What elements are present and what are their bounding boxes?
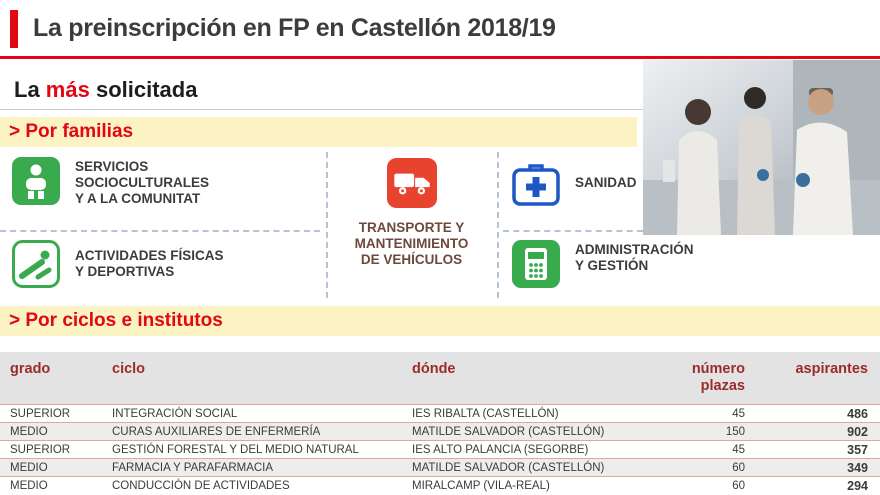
cell-donde: MATILDE SALVADOR (CASTELLÓN) xyxy=(412,425,605,438)
column-header-grado: grado xyxy=(10,361,51,377)
cell-donde: MIRALCAMP (VILA-REAL) xyxy=(412,479,550,492)
truck-icon xyxy=(386,158,437,208)
family-label: SANIDAD xyxy=(575,175,637,190)
person-icon xyxy=(12,157,60,205)
cell-aspirantes: 294 xyxy=(847,478,868,493)
medical-cross-icon xyxy=(512,164,560,206)
column-header-donde: dónde xyxy=(412,361,456,377)
dashed-divider-horizontal xyxy=(503,230,643,232)
cell-ciclo: INTEGRACIÓN SOCIAL xyxy=(112,407,238,420)
gray-divider xyxy=(0,109,643,110)
family-item-sanidad: SANIDAD xyxy=(512,160,637,208)
column-header-aspirantes: aspirantes xyxy=(795,361,868,377)
cell-grado: MEDIO xyxy=(10,461,48,474)
cell-donde: MATILDE SALVADOR (CASTELLÓN) xyxy=(412,461,605,474)
section-header-ciclos: > Por ciclos e institutos xyxy=(0,306,880,336)
subtitle: La más solicitada xyxy=(14,77,197,103)
page-title: La preinscripción en FP en Castellón 201… xyxy=(33,14,556,42)
lab-photo xyxy=(643,60,880,235)
subtitle-suffix: solicitada xyxy=(89,77,198,102)
table-row: SUPERIOR INTEGRACIÓN SOCIAL IES RIBALTA … xyxy=(0,404,880,422)
cell-ciclo: CURAS AUXILIARES DE ENFERMERÍA xyxy=(112,425,321,438)
family-item-actividades: ACTIVIDADES FÍSICAS Y DEPORTIVAS xyxy=(12,240,224,288)
section-familias-label: > Por familias xyxy=(9,121,134,142)
column-header-plazas: número plazas xyxy=(691,361,745,394)
family-item-servicios: SERVICIOS SOCIOCULTURALES Y A LA COMUNIT… xyxy=(12,157,209,207)
family-label: ACTIVIDADES FÍSICAS Y DEPORTIVAS xyxy=(75,248,224,279)
table-row: MEDIO FARMACIA Y PARAFARMACIA MATILDE SA… xyxy=(0,458,880,476)
family-label: TRANSPORTE Y MANTENIMIENTO DE VEHÍCULOS xyxy=(354,220,469,267)
family-item-transporte: TRANSPORTE Y MANTENIMIENTO DE VEHÍCULOS xyxy=(326,158,497,268)
subtitle-highlight: más xyxy=(45,77,90,102)
table-row: MEDIO CURAS AUXILIARES DE ENFERMERÍA MAT… xyxy=(0,422,880,440)
red-accent-bar xyxy=(10,10,18,48)
section-header-familias: > Por familias xyxy=(0,117,637,147)
cell-donde: IES RIBALTA (CASTELLÓN) xyxy=(412,407,559,420)
cell-aspirantes: 357 xyxy=(847,442,868,457)
cell-plazas: 150 xyxy=(725,425,745,438)
column-header-ciclo: ciclo xyxy=(112,361,146,377)
cell-plazas: 45 xyxy=(732,407,745,420)
dashed-divider-horizontal xyxy=(0,230,320,232)
cell-plazas: 60 xyxy=(732,479,745,492)
cell-plazas: 60 xyxy=(732,461,745,474)
cell-aspirantes: 902 xyxy=(847,424,868,439)
cell-aspirantes: 486 xyxy=(847,406,868,421)
family-label: ADMINISTRACIÓN Y GESTIÓN xyxy=(575,242,694,273)
cell-grado: MEDIO xyxy=(10,425,48,438)
family-item-administracion: ADMINISTRACIÓN Y GESTIÓN xyxy=(512,240,694,288)
lab-photo-illustration xyxy=(643,60,880,235)
table-header-row: grado ciclo dónde número plazas aspirant… xyxy=(0,352,880,404)
red-divider xyxy=(0,56,880,59)
family-label: SERVICIOS SOCIOCULTURALES Y A LA COMUNIT… xyxy=(75,159,209,206)
cell-grado: SUPERIOR xyxy=(10,443,71,456)
subtitle-prefix: La xyxy=(14,77,46,102)
calculator-icon xyxy=(512,240,560,288)
cell-ciclo: FARMACIA Y PARAFARMACIA xyxy=(112,461,274,474)
cell-ciclo: CONDUCCIÓN DE ACTIVIDADES xyxy=(112,479,290,492)
cell-aspirantes: 349 xyxy=(847,460,868,475)
table-body: SUPERIOR INTEGRACIÓN SOCIAL IES RIBALTA … xyxy=(0,404,880,494)
exercise-icon xyxy=(12,240,60,288)
table-row: SUPERIOR GESTIÓN FORESTAL Y DEL MEDIO NA… xyxy=(0,440,880,458)
dashed-divider-vertical xyxy=(497,152,499,298)
cell-grado: MEDIO xyxy=(10,479,48,492)
cell-donde: IES ALTO PALANCIA (SEGORBE) xyxy=(412,443,589,456)
cell-ciclo: GESTIÓN FORESTAL Y DEL MEDIO NATURAL xyxy=(112,443,359,456)
section-ciclos-label: > Por ciclos e institutos xyxy=(9,310,223,331)
cell-grado: SUPERIOR xyxy=(10,407,71,420)
table-row: MEDIO CONDUCCIÓN DE ACTIVIDADES MIRALCAM… xyxy=(0,476,880,494)
dashed-divider-vertical xyxy=(326,152,328,298)
cell-plazas: 45 xyxy=(732,443,745,456)
cycles-table: grado ciclo dónde número plazas aspirant… xyxy=(0,352,880,494)
